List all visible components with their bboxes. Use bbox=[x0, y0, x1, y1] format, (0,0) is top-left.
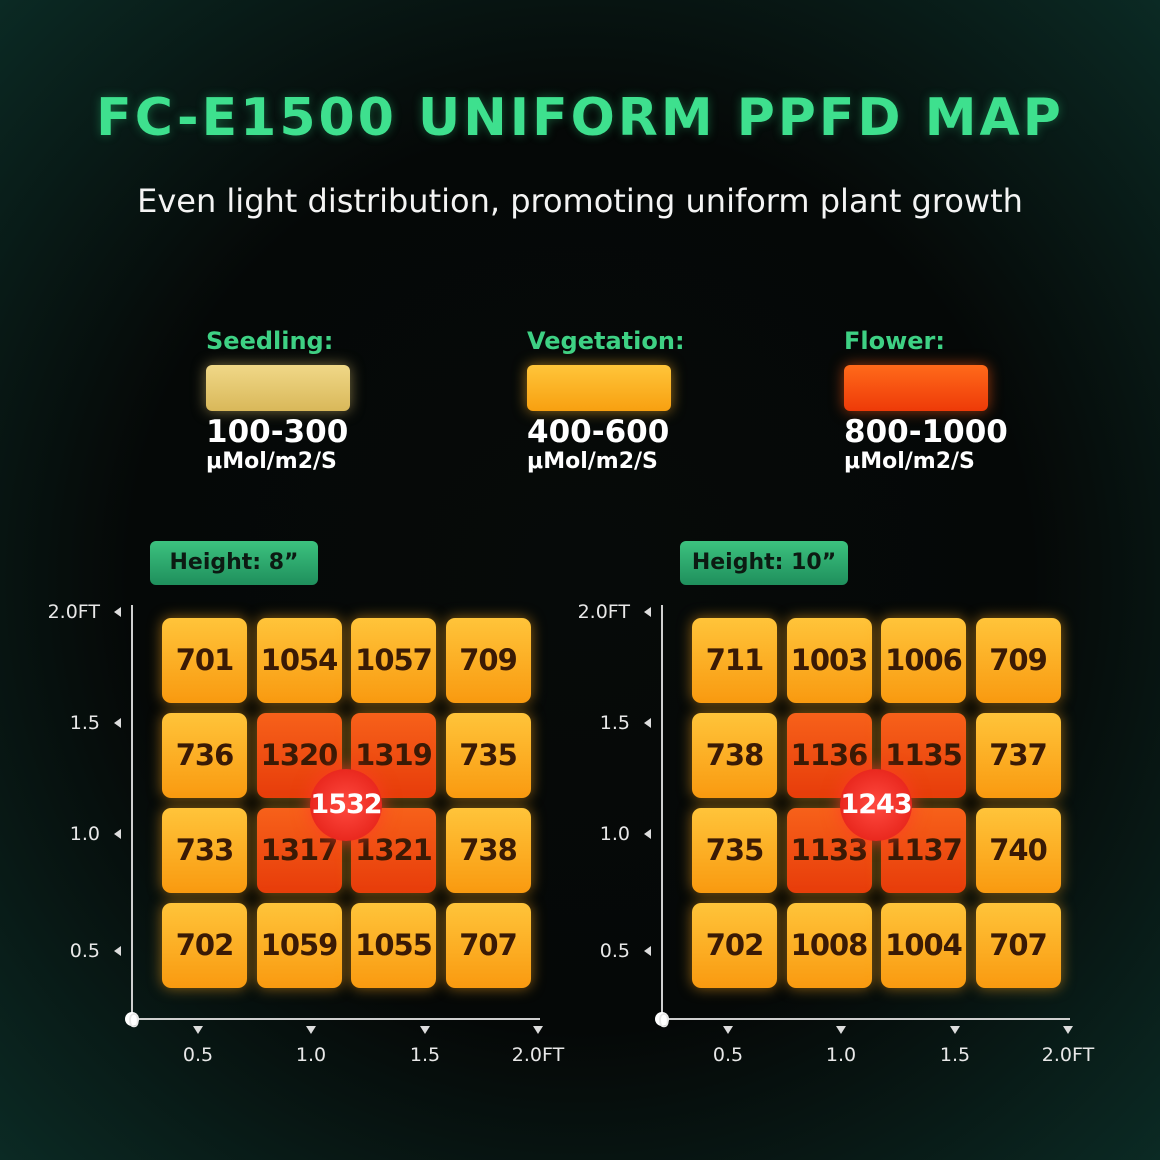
ppfd-cell: 702 bbox=[162, 903, 247, 988]
y-axis bbox=[661, 605, 663, 1020]
origin-dot bbox=[655, 1012, 669, 1026]
height-tag: Height: 8” bbox=[150, 541, 318, 585]
x-tick-arrow bbox=[306, 1026, 316, 1034]
x-axis-label: 1.0 bbox=[825, 1044, 857, 1066]
ppfd-cell: 702 bbox=[692, 903, 777, 988]
x-tick-arrow bbox=[533, 1026, 543, 1034]
y-axis-label: 0 bbox=[127, 1010, 140, 1032]
y-axis-label: 1.0 bbox=[69, 823, 100, 845]
y-axis bbox=[131, 605, 133, 1020]
x-axis-label: 2.0FT bbox=[1041, 1044, 1095, 1066]
y-tick-arrow bbox=[114, 829, 121, 839]
center-value: 1243 bbox=[840, 769, 913, 841]
center-value: 1532 bbox=[310, 769, 383, 841]
height-tag: Height: 10” bbox=[680, 541, 848, 585]
ppfd-cell: 709 bbox=[975, 618, 1061, 703]
legend-label: Vegetation: bbox=[527, 327, 685, 355]
ppfd-cell: 707 bbox=[975, 903, 1061, 988]
legend-range: 800-1000 bbox=[844, 414, 1008, 450]
legend-label: Seedling: bbox=[206, 327, 334, 355]
ppfd-cell: 1054 bbox=[256, 618, 342, 703]
ppfd-cell: 1135 bbox=[881, 713, 966, 798]
x-axis bbox=[662, 1018, 1070, 1020]
ppfd-cell: 740 bbox=[975, 808, 1061, 893]
y-axis-label: 1.5 bbox=[599, 712, 630, 734]
y-tick-arrow bbox=[644, 946, 651, 956]
y-axis-label: 1.5 bbox=[69, 712, 100, 734]
subtitle: Even light distribution, promoting unifo… bbox=[137, 182, 1023, 220]
ppfd-cell: 1321 bbox=[351, 808, 436, 893]
ppfd-cell: 1004 bbox=[881, 903, 966, 988]
x-axis-label: 0.5 bbox=[712, 1044, 744, 1066]
x-tick-arrow bbox=[723, 1026, 733, 1034]
legend-swatch bbox=[527, 365, 671, 411]
x-tick-arrow bbox=[950, 1026, 960, 1034]
legend-unit: μMol/m2/S bbox=[844, 449, 975, 474]
x-axis-label: 1.5 bbox=[409, 1044, 441, 1066]
ppfd-cell: 738 bbox=[692, 713, 777, 798]
y-axis-label: 0 bbox=[657, 1010, 670, 1032]
legend-swatch bbox=[844, 365, 988, 411]
y-axis-label: 2.0FT bbox=[47, 601, 100, 623]
y-tick-arrow bbox=[644, 718, 651, 728]
x-axis-label: 1.0 bbox=[295, 1044, 327, 1066]
y-tick-arrow bbox=[114, 607, 121, 617]
y-tick-arrow bbox=[644, 829, 651, 839]
x-axis bbox=[132, 1018, 540, 1020]
ppfd-cell: 1055 bbox=[351, 903, 436, 988]
x-tick-arrow bbox=[1063, 1026, 1073, 1034]
x-tick-arrow bbox=[420, 1026, 430, 1034]
x-axis-label: 0.5 bbox=[182, 1044, 214, 1066]
ppfd-cell: 735 bbox=[445, 713, 531, 798]
y-tick-arrow bbox=[114, 718, 121, 728]
y-axis-label: 0.5 bbox=[69, 940, 100, 962]
x-tick-arrow bbox=[836, 1026, 846, 1034]
ppfd-cell: 736 bbox=[162, 713, 247, 798]
ppfd-cell: 1003 bbox=[786, 618, 872, 703]
legend-swatch bbox=[206, 365, 350, 411]
ppfd-cell: 737 bbox=[975, 713, 1061, 798]
ppfd-cell: 1008 bbox=[786, 903, 872, 988]
ppfd-cell: 1006 bbox=[881, 618, 966, 703]
ppfd-cell: 1059 bbox=[256, 903, 342, 988]
ppfd-cell: 738 bbox=[445, 808, 531, 893]
y-tick-arrow bbox=[644, 607, 651, 617]
origin-dot bbox=[125, 1012, 139, 1026]
ppfd-cell: 701 bbox=[162, 618, 247, 703]
legend-range: 400-600 bbox=[527, 414, 670, 450]
ppfd-cell: 733 bbox=[162, 808, 247, 893]
legend-label: Flower: bbox=[844, 327, 945, 355]
title: FC-E1500 UNIFORM PPFD MAP bbox=[96, 88, 1064, 148]
y-axis-label: 1.0 bbox=[599, 823, 630, 845]
legend-unit: μMol/m2/S bbox=[206, 449, 337, 474]
ppfd-cell: 735 bbox=[692, 808, 777, 893]
x-axis-label: 1.5 bbox=[939, 1044, 971, 1066]
x-tick-arrow bbox=[193, 1026, 203, 1034]
ppfd-cell: 1057 bbox=[351, 618, 436, 703]
ppfd-cell: 1137 bbox=[881, 808, 966, 893]
ppfd-cell: 711 bbox=[692, 618, 777, 703]
ppfd-cell: 707 bbox=[445, 903, 531, 988]
ppfd-cell: 709 bbox=[445, 618, 531, 703]
legend-range: 100-300 bbox=[206, 414, 349, 450]
y-axis-label: 2.0FT bbox=[577, 601, 630, 623]
legend-unit: μMol/m2/S bbox=[527, 449, 658, 474]
y-axis-label: 0.5 bbox=[599, 940, 630, 962]
ppfd-cell: 1136 bbox=[786, 713, 872, 798]
y-tick-arrow bbox=[114, 946, 121, 956]
x-axis-label: 2.0FT bbox=[511, 1044, 565, 1066]
